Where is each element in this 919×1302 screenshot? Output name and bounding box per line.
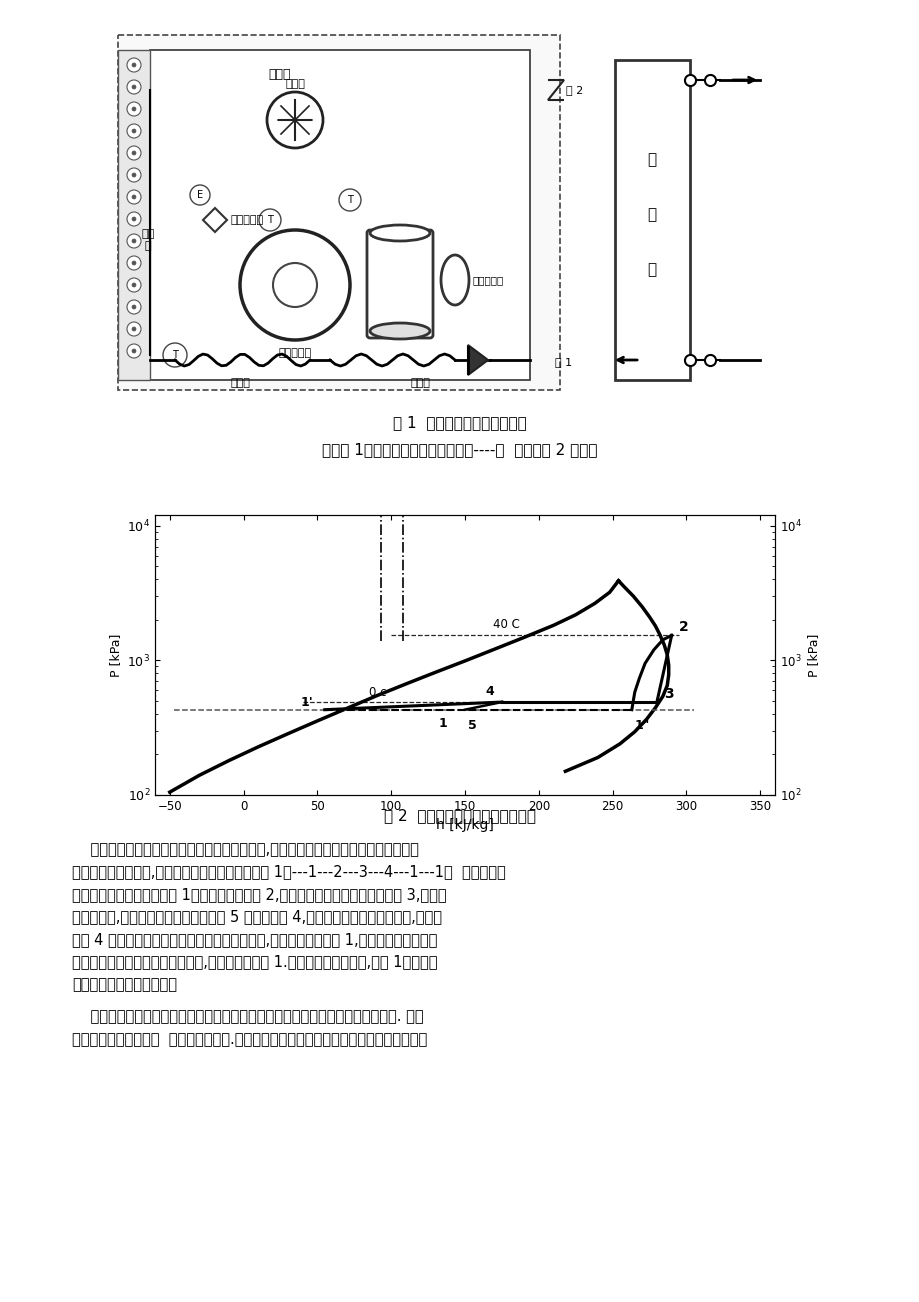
Polygon shape — [468, 345, 487, 375]
Circle shape — [131, 195, 136, 199]
Circle shape — [131, 305, 136, 309]
Circle shape — [131, 151, 136, 155]
Text: 实验中，考虑除霜开始温度要根据不同的环境温度而相应调整。环境温度升高时. 除霜: 实验中，考虑除霜开始温度要根据不同的环境温度而相应调整。环境温度升高时. 除霜 — [72, 1009, 423, 1025]
Text: 1: 1 — [438, 717, 447, 730]
Text: 气液分离器中吸入饱和蒸气 1＂压缩至排气状态 2,经过旁通电磁阀降压节流至状态 3,进入室: 气液分离器中吸入饱和蒸气 1＂压缩至排气状态 2,经过旁通电磁阀降压节流至状态 … — [72, 887, 446, 902]
Text: 1": 1" — [634, 719, 650, 732]
Circle shape — [127, 124, 141, 138]
Text: 由于系统中毛细管阻力远大于旁通电磁阀阻力,故工作时，制冷剂几乎全部被旁通至室: 由于系统中毛细管阻力远大于旁通电磁阀阻力,故工作时，制冷剂几乎全部被旁通至室 — [72, 842, 418, 857]
Text: 阀 1: 阀 1 — [554, 357, 572, 367]
Text: 0 c: 0 c — [369, 686, 386, 699]
Y-axis label: P [kPa]: P [kPa] — [806, 633, 820, 677]
X-axis label: h [kJ/kg]: h [kJ/kg] — [436, 819, 494, 832]
Circle shape — [131, 260, 136, 266]
Ellipse shape — [240, 230, 349, 340]
Text: 4: 4 — [485, 685, 494, 698]
Circle shape — [267, 92, 323, 148]
Text: 图 1  风冷热泵制冷循环原理图: 图 1 风冷热泵制冷循环原理图 — [392, 415, 527, 430]
Circle shape — [127, 212, 141, 227]
Text: 冷剂 4 沿换热器盘管内部通道将热量排放至霜层,进一步冷凝至状态 1,并克服盘管阻力返回: 冷剂 4 沿换热器盘管内部通道将热量排放至霜层,进一步冷凝至状态 1,并克服盘管… — [72, 932, 437, 947]
Circle shape — [131, 129, 136, 133]
FancyBboxPatch shape — [118, 49, 150, 380]
Circle shape — [131, 283, 136, 286]
Ellipse shape — [273, 263, 317, 307]
Text: 室外机: 室外机 — [268, 68, 291, 81]
Text: 四通阀: 四通阀 — [285, 79, 304, 89]
Circle shape — [127, 299, 141, 314]
Circle shape — [131, 62, 136, 66]
Ellipse shape — [369, 323, 429, 339]
Circle shape — [127, 234, 141, 247]
Circle shape — [127, 279, 141, 292]
Circle shape — [131, 240, 136, 243]
Text: T: T — [267, 215, 273, 225]
Text: 内: 内 — [647, 207, 656, 223]
FancyBboxPatch shape — [118, 35, 560, 391]
Y-axis label: P [kPa]: P [kPa] — [108, 633, 121, 677]
Circle shape — [131, 327, 136, 331]
Text: T: T — [346, 195, 353, 204]
Text: 压缩机吸气管前端的气液分离器中,被分离出的液体 1.贮存在气液分离器内,气体 1＂再次进: 压缩机吸气管前端的气液分离器中,被分离出的液体 1.贮存在气液分离器内,气体 1… — [72, 954, 437, 970]
Circle shape — [131, 173, 136, 177]
Polygon shape — [203, 208, 227, 232]
Ellipse shape — [440, 255, 469, 305]
Text: 外换热器内,与换热器内部的两相制冷剂 5 混合成状态 4,在压缩机连续的抽吸过程中,两相制: 外换热器内,与换热器内部的两相制冷剂 5 混合成状态 4,在压缩机连续的抽吸过程… — [72, 910, 441, 924]
Text: 融霜电磁阀: 融霜电磁阀 — [231, 215, 264, 225]
Circle shape — [259, 210, 280, 230]
Text: 3: 3 — [664, 687, 674, 700]
Text: 气液分离器: 气液分离器 — [472, 275, 504, 285]
Text: T: T — [172, 350, 177, 359]
Text: 图 2  风冷热泵制冷循环原理压焓图: 图 2 风冷热泵制冷循环原理压焓图 — [383, 809, 536, 823]
Circle shape — [127, 344, 141, 358]
FancyBboxPatch shape — [614, 60, 689, 380]
Circle shape — [127, 102, 141, 116]
Text: 涡旋压缩机: 涡旋压缩机 — [278, 348, 312, 358]
Text: 单向阀: 单向阀 — [410, 378, 429, 388]
Circle shape — [131, 217, 136, 221]
Text: 40 C: 40 C — [493, 618, 519, 631]
Ellipse shape — [369, 225, 429, 241]
Text: 毛细管: 毛细管 — [230, 378, 250, 388]
Circle shape — [127, 168, 141, 182]
FancyBboxPatch shape — [150, 49, 529, 380]
Text: 室外
气: 室外 气 — [142, 229, 154, 251]
Text: 1': 1' — [300, 695, 312, 708]
Text: 开始温度应随之提高，  环境温度下降时.除霜开始温度应随之降低。所以，用两个传感器感: 开始温度应随之提高， 环境温度下降时.除霜开始温度应随之降低。所以，用两个传感器… — [72, 1032, 426, 1047]
Text: 外换热器中进行融霜,制冷剂在系统中的流动路径为 1＂---1---2---3---4---1---1＂  即压缩机从: 外换热器中进行融霜,制冷剂在系统中的流动路径为 1＂---1---2---3--… — [72, 865, 505, 879]
Text: 2: 2 — [678, 620, 688, 634]
Circle shape — [127, 256, 141, 270]
Text: 根据图 1，风冷热泵制冷循环原理压----烙  图如下图 2 所示。: 根据图 1，风冷热泵制冷循环原理压----烙 图如下图 2 所示。 — [322, 441, 597, 457]
Circle shape — [127, 190, 141, 204]
Circle shape — [338, 189, 360, 211]
Text: 阀 2: 阀 2 — [565, 85, 583, 95]
Text: 5: 5 — [468, 719, 476, 732]
Circle shape — [127, 322, 141, 336]
Text: 室: 室 — [647, 152, 656, 168]
Circle shape — [131, 85, 136, 89]
Text: 入压缩机压缩成高温蒸气。: 入压缩机压缩成高温蒸气。 — [72, 976, 176, 992]
Circle shape — [190, 185, 210, 204]
Text: 机: 机 — [647, 263, 656, 277]
Circle shape — [131, 349, 136, 353]
Circle shape — [127, 79, 141, 94]
Text: E: E — [197, 190, 203, 201]
Circle shape — [127, 59, 141, 72]
FancyBboxPatch shape — [367, 230, 433, 339]
Circle shape — [127, 146, 141, 160]
Circle shape — [131, 107, 136, 111]
Circle shape — [163, 342, 187, 367]
